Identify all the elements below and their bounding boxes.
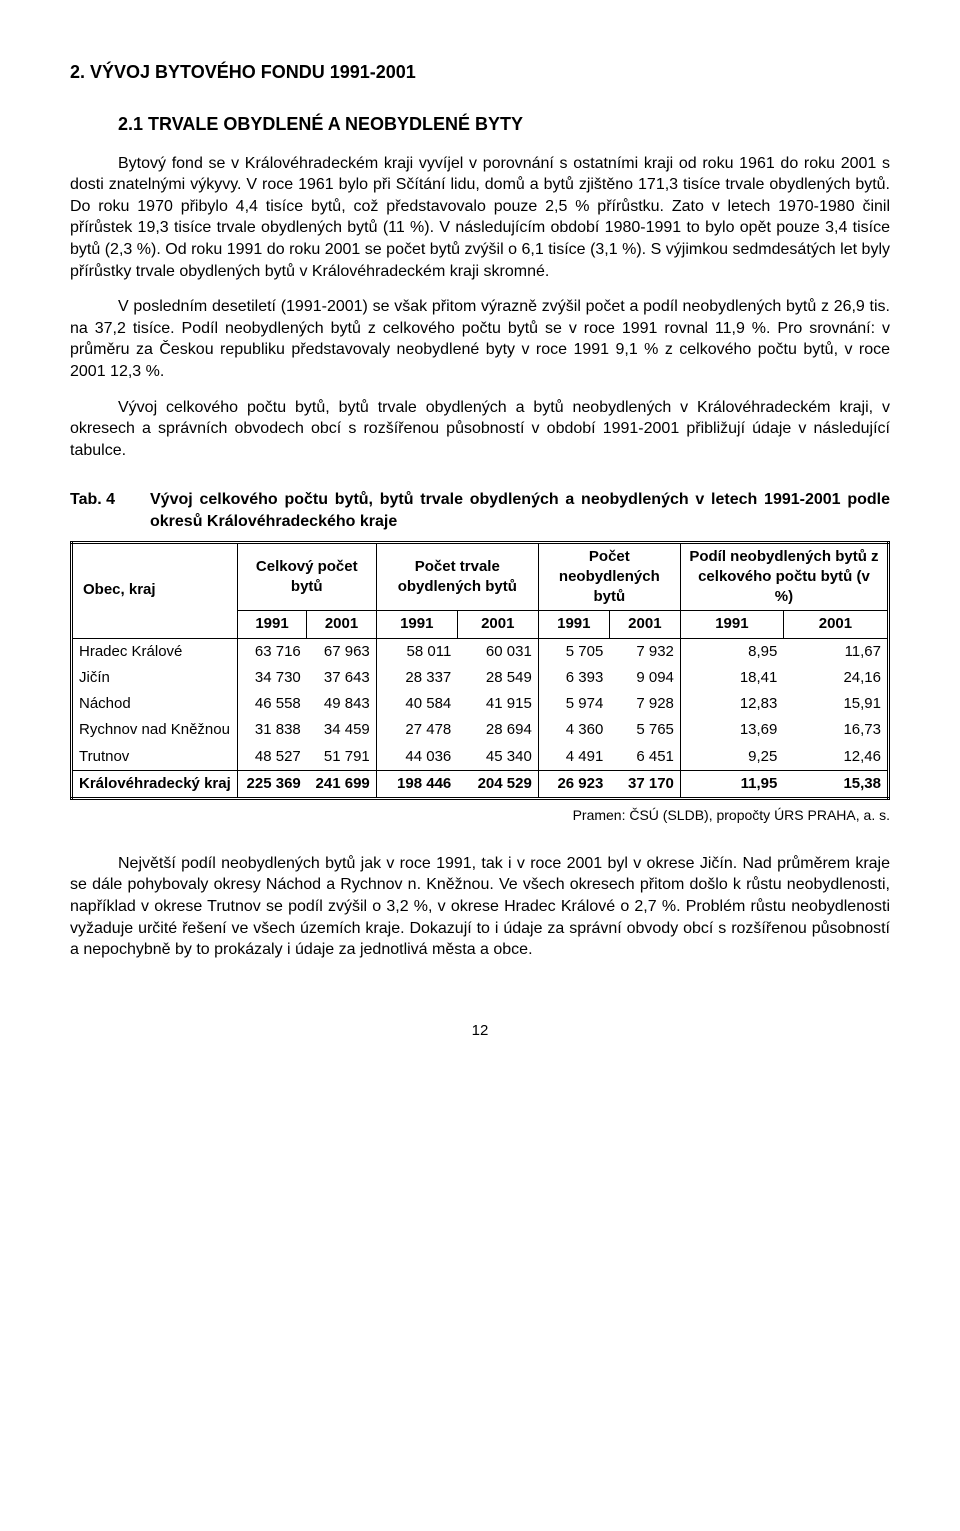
heading-1: 2. VÝVOJ BYTOVÉHO FONDU 1991-2001 [70, 60, 890, 84]
page-number: 12 [70, 1021, 890, 1041]
cell: 31 838 [237, 717, 307, 743]
cell: 16,73 [783, 717, 888, 743]
cell: 41 915 [457, 691, 538, 717]
total-cell: 198 446 [376, 770, 457, 798]
cell: 9 094 [609, 665, 680, 691]
cell: 7 932 [609, 638, 680, 665]
paragraph-2: V posledním desetiletí (1991-2001) se vš… [70, 296, 890, 382]
paragraph-1: Bytový fond se v Královéhradeckém kraji … [70, 153, 890, 283]
row-name: Trutnov [72, 744, 238, 771]
total-cell: 26 923 [538, 770, 609, 798]
data-table: Obec, kraj Celkový počet bytů Počet trva… [70, 541, 890, 801]
year-header: 1991 [237, 611, 307, 638]
table-row: Trutnov48 52751 79144 03645 3404 4916 45… [72, 744, 889, 771]
year-header: 1991 [538, 611, 609, 638]
col-group-4: Podíl neobydlených bytů z celkového počt… [680, 542, 888, 611]
table-row: Hradec Králové63 71667 96358 01160 0315 … [72, 638, 889, 665]
col-group-1: Celkový počet bytů [237, 542, 376, 611]
cell: 63 716 [237, 638, 307, 665]
cell: 27 478 [376, 717, 457, 743]
cell: 4 491 [538, 744, 609, 771]
cell: 37 643 [307, 665, 377, 691]
col-group-2: Počet trvale obydlených bytů [376, 542, 538, 611]
col-header-obec: Obec, kraj [72, 542, 238, 638]
cell: 44 036 [376, 744, 457, 771]
table-row: Jičín34 73037 64328 33728 5496 3939 0941… [72, 665, 889, 691]
cell: 67 963 [307, 638, 377, 665]
cell: 5 974 [538, 691, 609, 717]
table-title: Vývoj celkového počtu bytů, bytů trvale … [150, 489, 890, 532]
year-header: 2001 [783, 611, 888, 638]
year-header: 2001 [609, 611, 680, 638]
cell: 12,46 [783, 744, 888, 771]
table-caption: Tab. 4 Vývoj celkového počtu bytů, bytů … [70, 489, 890, 532]
row-name: Jičín [72, 665, 238, 691]
cell: 49 843 [307, 691, 377, 717]
table-label: Tab. 4 [70, 489, 150, 532]
cell: 28 337 [376, 665, 457, 691]
table-total-row: Královéhradecký kraj225 369241 699198 44… [72, 770, 889, 798]
cell: 15,91 [783, 691, 888, 717]
cell: 24,16 [783, 665, 888, 691]
col-group-3: Počet neobydlených bytů [538, 542, 680, 611]
total-name: Královéhradecký kraj [72, 770, 238, 798]
row-name: Náchod [72, 691, 238, 717]
cell: 34 730 [237, 665, 307, 691]
year-header: 1991 [376, 611, 457, 638]
cell: 6 451 [609, 744, 680, 771]
cell: 9,25 [680, 744, 783, 771]
cell: 45 340 [457, 744, 538, 771]
cell: 8,95 [680, 638, 783, 665]
paragraph-3: Vývoj celkového počtu bytů, bytů trvale … [70, 397, 890, 462]
cell: 60 031 [457, 638, 538, 665]
cell: 40 584 [376, 691, 457, 717]
cell: 5 765 [609, 717, 680, 743]
total-cell: 15,38 [783, 770, 888, 798]
cell: 7 928 [609, 691, 680, 717]
cell: 13,69 [680, 717, 783, 743]
table-source: Pramen: ČSÚ (SLDB), propočty ÚRS PRAHA, … [70, 806, 890, 825]
row-name: Rychnov nad Kněžnou [72, 717, 238, 743]
cell: 28 549 [457, 665, 538, 691]
table-row: Rychnov nad Kněžnou31 83834 45927 47828 … [72, 717, 889, 743]
cell: 58 011 [376, 638, 457, 665]
cell: 51 791 [307, 744, 377, 771]
year-header: 2001 [307, 611, 377, 638]
total-cell: 225 369 [237, 770, 307, 798]
cell: 48 527 [237, 744, 307, 771]
cell: 4 360 [538, 717, 609, 743]
cell: 12,83 [680, 691, 783, 717]
total-cell: 241 699 [307, 770, 377, 798]
cell: 28 694 [457, 717, 538, 743]
row-name: Hradec Králové [72, 638, 238, 665]
year-header: 2001 [457, 611, 538, 638]
cell: 46 558 [237, 691, 307, 717]
paragraph-4: Největší podíl neobydlených bytů jak v r… [70, 853, 890, 961]
cell: 11,67 [783, 638, 888, 665]
year-header: 1991 [680, 611, 783, 638]
cell: 34 459 [307, 717, 377, 743]
table-row: Náchod46 55849 84340 58441 9155 9747 928… [72, 691, 889, 717]
total-cell: 11,95 [680, 770, 783, 798]
heading-2: 2.1 TRVALE OBYDLENÉ A NEOBYDLENÉ BYTY [118, 112, 890, 136]
cell: 6 393 [538, 665, 609, 691]
cell: 5 705 [538, 638, 609, 665]
total-cell: 204 529 [457, 770, 538, 798]
total-cell: 37 170 [609, 770, 680, 798]
cell: 18,41 [680, 665, 783, 691]
